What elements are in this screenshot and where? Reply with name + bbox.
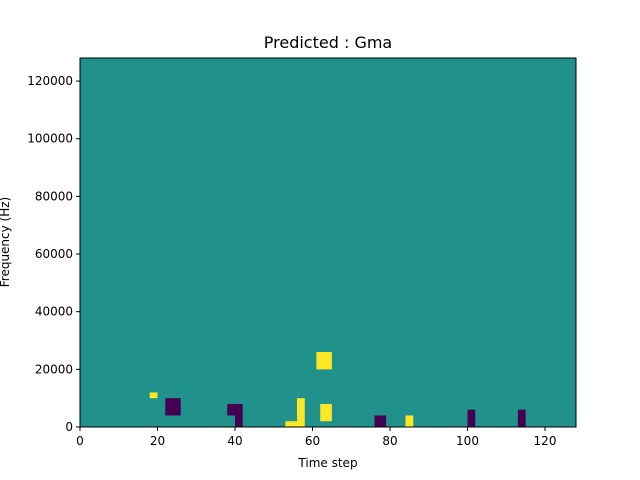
heatmap-cell-high [297, 398, 305, 427]
y-tick-label: 80000 [35, 189, 73, 203]
x-tick-label: 80 [382, 434, 397, 448]
y-tick-label: 100000 [27, 132, 73, 146]
y-tick-label: 120000 [27, 74, 73, 88]
plot-area [79, 57, 577, 428]
heatmap-cell-low [374, 415, 387, 427]
heatmap-cell-low [517, 409, 526, 427]
heatmap-cell-low [165, 398, 181, 416]
y-tick-label: 20000 [35, 362, 73, 376]
x-tick-label: 20 [150, 434, 165, 448]
x-axis: 0 20 40 60 80 100 120 [76, 427, 556, 448]
x-tick-label: 40 [227, 434, 242, 448]
heatmap-cell-low [227, 403, 235, 416]
x-tick-label: 0 [76, 434, 84, 448]
y-tick-label: 60000 [35, 247, 73, 261]
heatmap-cell-high [320, 403, 332, 422]
plot-frame [79, 57, 577, 428]
y-tick-label: 0 [65, 420, 73, 434]
x-axis-label: Time step [297, 456, 357, 470]
heatmap-cell-high [405, 415, 414, 427]
heatmap-cells [149, 352, 526, 427]
y-tick-label: 40000 [35, 305, 73, 319]
heatmap-background [80, 58, 576, 427]
heatmap-cell-high [285, 421, 301, 427]
heatmap-cell-low [235, 403, 243, 427]
x-tick-label: 120 [534, 434, 557, 448]
y-axis: 0 20000 40000 60000 80000 100000 120000 [27, 74, 80, 434]
x-tick-label: 60 [305, 434, 320, 448]
chart-title: Predicted : Gma [264, 33, 392, 52]
x-tick-label: 100 [456, 434, 479, 448]
heatmap-cell-low [467, 409, 476, 427]
heatmap-cell-high [316, 352, 332, 370]
y-axis-label: Frequency (Hz) [0, 197, 12, 288]
heatmap-cell-high [149, 392, 158, 399]
